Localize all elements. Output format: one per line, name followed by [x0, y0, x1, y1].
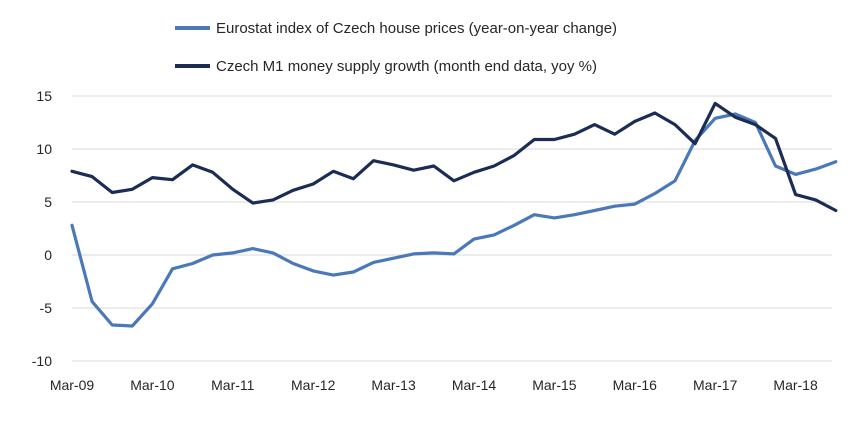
- x-tick-label: Mar-13: [371, 377, 416, 393]
- y-tick-label: 15: [36, 88, 52, 104]
- y-tick-label: 5: [44, 194, 52, 210]
- x-tick-label: Mar-12: [291, 377, 336, 393]
- gridlines: [72, 95, 832, 362]
- series-lines: [70, 101, 838, 328]
- x-tick-label: Mar-14: [452, 377, 497, 393]
- legend-label-house-prices: Eurostat index of Czech house prices (ye…: [216, 20, 617, 37]
- y-tick-label: 10: [36, 141, 52, 157]
- x-tick-label: Mar-16: [613, 377, 658, 393]
- x-tick-label: Mar-15: [532, 377, 577, 393]
- legend-label-m1-growth: Czech M1 money supply growth (month end …: [216, 58, 597, 75]
- x-tick-label: Mar-10: [130, 377, 175, 393]
- y-tick-label: 0: [44, 247, 52, 263]
- x-tick-label: Mar-17: [693, 377, 738, 393]
- x-tick-label: Mar-11: [211, 377, 255, 393]
- x-axis-tick-labels: Mar-09 Mar-10 Mar-11 Mar-12 Mar-13 Mar-14 Mar-…: [50, 377, 818, 393]
- x-tick-label: Mar-09: [50, 377, 95, 393]
- y-tick-label: -5: [40, 300, 53, 316]
- x-tick-label: Mar-18: [773, 377, 818, 393]
- legend: Eurostat index of Czech house prices (ye…: [175, 20, 617, 75]
- y-axis-tick-labels: -10 -5 0 5 10 15: [32, 88, 52, 369]
- series-line-house-prices: [70, 112, 838, 328]
- y-tick-label: -10: [32, 353, 52, 369]
- series-line-m1-growth: [70, 101, 838, 213]
